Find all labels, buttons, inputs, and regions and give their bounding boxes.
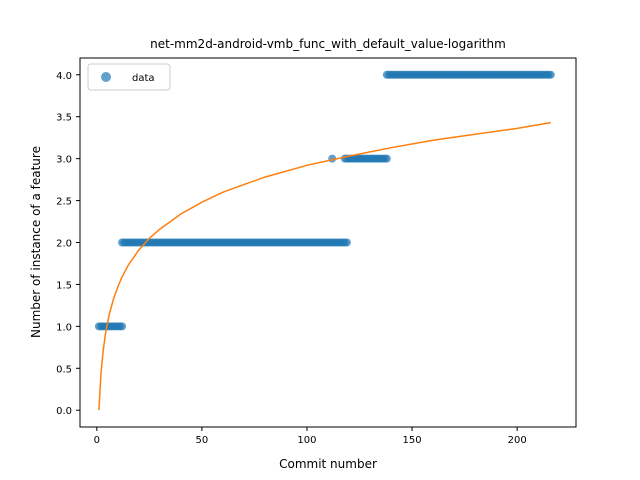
- x-tick-label: 0: [94, 435, 100, 446]
- legend-marker: [101, 72, 111, 82]
- legend-frame: [87, 63, 171, 91]
- fit-line: [98, 121, 551, 411]
- legend-label: data: [132, 73, 155, 84]
- y-tick-label: 1.5: [56, 280, 72, 291]
- x-tick-label: 200: [508, 435, 527, 446]
- y-tick-label: 0.0: [56, 406, 72, 417]
- legend: data: [87, 63, 171, 91]
- data-point: [342, 238, 351, 247]
- data-point: [382, 154, 391, 163]
- y-tick-label: 4.0: [56, 71, 72, 82]
- data-point: [546, 70, 555, 79]
- x-tick-label: 150: [403, 435, 422, 446]
- y-tick-label: 3.5: [56, 113, 72, 124]
- chart-title: net-mm2d-android-vmb_func_with_default_v…: [150, 37, 506, 51]
- data-point: [118, 322, 127, 331]
- x-tick-label: 100: [297, 435, 316, 446]
- y-tick-label: 2.0: [56, 239, 72, 250]
- axes-frame: [79, 57, 577, 428]
- y-tick-label: 1.0: [56, 322, 72, 333]
- y-tick-label: 2.5: [56, 197, 72, 208]
- x-tick-label: 50: [196, 435, 209, 446]
- x-axis-label: Commit number: [279, 457, 377, 471]
- y-tick-label: 3.0: [56, 155, 72, 166]
- y-axis-label: Number of instance of a feature: [29, 146, 43, 338]
- y-tick-label: 0.5: [56, 364, 72, 375]
- plot-area: 0 50 100 150 200 0.0 0.5 1.0 1.5 2.0 2.5 3.0 3.5 4.0: [56, 70, 555, 446]
